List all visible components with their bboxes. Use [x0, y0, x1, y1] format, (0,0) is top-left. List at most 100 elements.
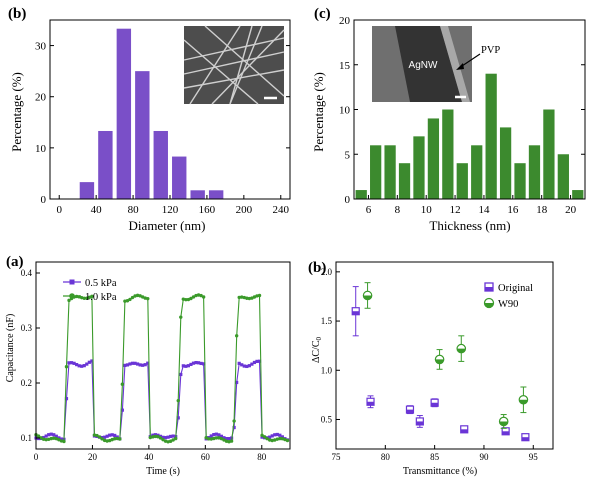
point-1.0kPa-3	[41, 437, 46, 441]
x-tick-label-40: 40	[91, 204, 103, 216]
point-0.5kPa-60	[186, 364, 190, 368]
x-tick-label-0: 0	[34, 452, 39, 462]
y-tick-label-0.5: 0.5	[321, 414, 333, 424]
point-0.5kPa-4	[44, 434, 48, 438]
point-0.5kPa-50	[161, 435, 165, 439]
point-1.0kPa-52	[166, 440, 170, 444]
point-0.5kPa-86	[252, 360, 257, 365]
point-1.0kPa-43	[143, 296, 147, 300]
point-1.0kPa-75	[224, 439, 229, 443]
bar-150	[190, 190, 205, 199]
x-tick-label-12: 12	[450, 204, 461, 216]
point-0.5kPa-20	[85, 362, 89, 366]
y-tick-label-0: 0	[41, 194, 47, 206]
point-1.0kPa-68	[207, 437, 211, 441]
point-0.5kPa-59	[184, 364, 188, 368]
point-0.5kPa-96	[278, 433, 282, 437]
bar-6.5	[370, 145, 382, 199]
point-1.0kPa-62	[191, 295, 196, 299]
marker-fill-w90-0	[363, 295, 372, 300]
point-1.0kPa-63	[194, 293, 198, 298]
y-tick-label-20: 20	[35, 92, 47, 104]
point-1.0kPa-92	[267, 438, 272, 442]
bar-5.5	[355, 190, 367, 199]
point-0.5kPa-8	[54, 434, 58, 438]
point-1.0kPa-34	[120, 382, 125, 386]
y-tick-label-0: 0	[345, 194, 351, 206]
point-1.0kPa-78	[232, 419, 236, 423]
point-1.0kPa-33	[118, 437, 122, 441]
point-1.0kPa-77	[229, 439, 234, 443]
bar-90	[135, 71, 150, 199]
x-tick-label-95: 95	[529, 452, 539, 462]
point-1.0kPa-18	[80, 295, 84, 300]
point-0.5kPa-51	[163, 436, 168, 440]
point-0.5kPa-16	[75, 362, 79, 367]
point-1.0kPa-36	[125, 299, 130, 303]
point-0.5kPa-38	[130, 361, 135, 365]
point-1.0kPa-74	[222, 438, 226, 442]
capacitance-xlabel: Time (s)	[146, 466, 180, 477]
point-1.0kPa-35	[123, 299, 127, 303]
panel-label-b-top: (b)	[8, 6, 26, 22]
x-tick-label-40: 40	[144, 452, 154, 462]
bar-7.5	[384, 145, 396, 199]
marker-fill-w90-4	[519, 399, 528, 404]
point-1.0kPa-25	[97, 435, 102, 439]
bar-17.5	[528, 145, 541, 199]
bar-10.5	[427, 118, 440, 199]
agnw-label: AgNW	[409, 60, 438, 71]
response-xlabel: Transmittance (%)	[403, 466, 477, 477]
point-1.0kPa-57	[179, 315, 183, 319]
legend-label-1.0kpa: 1.0 kPa	[85, 292, 117, 303]
point-0.5kPa-84	[247, 364, 251, 368]
diameter-xlabel: Diameter (nm)	[129, 218, 206, 233]
marker-fill-original-0	[352, 311, 360, 315]
legend-marker-1.0kpa	[69, 293, 75, 299]
point-1.0kPa-38	[130, 295, 135, 300]
point-1.0kPa-71	[214, 436, 219, 440]
point-0.5kPa-52	[166, 435, 170, 439]
point-1.0kPa-37	[128, 297, 132, 302]
series-line-0.5kPa	[35, 360, 288, 441]
point-0.5kPa-65	[199, 361, 203, 366]
thickness-axes: 6 8 10 12 14 16 18 20 0 5 10 15 20	[339, 15, 586, 216]
marker-fill-original-3	[416, 421, 424, 425]
point-1.0kPa-7	[52, 436, 56, 440]
point-1.0kPa-9	[57, 438, 61, 442]
point-1.0kPa-56	[176, 398, 180, 403]
tem-inset: AgNW	[372, 26, 472, 102]
x-tick-label-90: 90	[479, 452, 489, 462]
point-1.0kPa-76	[227, 440, 231, 444]
point-1.0kPa-55	[174, 436, 178, 441]
plot-frame-3	[335, 261, 554, 450]
legend-marker-w90-fill	[484, 303, 494, 308]
point-0.5kPa-1	[36, 436, 41, 441]
point-0.5kPa-5	[47, 433, 51, 437]
point-1.0kPa-46	[151, 435, 155, 439]
legend-label-original: Original	[498, 283, 533, 294]
point-0.5kPa-76	[227, 437, 231, 441]
point-1.0kPa-22	[90, 294, 94, 299]
point-1.0kPa-91	[265, 436, 269, 441]
response-axes: 75 80 85 90 95 0.5 1.0 1.5 2.0	[321, 261, 554, 462]
point-0.5kPa-97	[280, 435, 284, 439]
point-0.5kPa-57	[179, 372, 183, 377]
point-0.5kPa-69	[209, 434, 213, 438]
y-tick-label-1.0: 1.0	[321, 365, 333, 375]
y-tick-label-0.2: 0.2	[21, 378, 32, 388]
y-tick-label-1.5: 1.5	[321, 316, 333, 326]
point-0.5kPa-9	[57, 436, 61, 440]
point-0.5kPa-63	[194, 360, 198, 365]
point-0.5kPa-92	[268, 435, 272, 439]
point-1.0kPa-41	[138, 294, 142, 298]
point-1.0kPa-95	[275, 437, 279, 441]
panel-thickness: (c) AgNW PVP 6 8 10 12 14 16 18 20 0 5 10 15 20 Thic…	[311, 6, 586, 233]
point-1.0kPa-65	[199, 293, 203, 298]
panel-diameter: (b) 0 40 80 120 160 200 240 0 10 20 30 Diameter (n…	[8, 6, 291, 233]
bar-19.5	[557, 154, 569, 199]
point-1.0kPa-89	[260, 433, 264, 437]
point-1.0kPa-93	[270, 438, 274, 443]
y-tick-label-5: 5	[345, 149, 351, 161]
